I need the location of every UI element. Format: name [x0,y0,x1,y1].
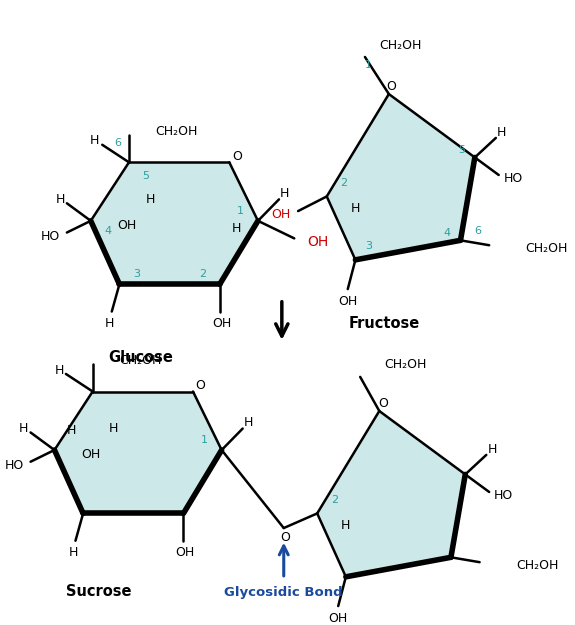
Text: OH: OH [308,235,329,249]
Text: OH: OH [81,448,101,461]
Text: H: H [67,424,76,437]
Text: Sucrose: Sucrose [66,584,132,599]
Text: OH: OH [176,546,195,559]
Text: H: H [341,519,351,532]
Text: HO: HO [494,489,513,502]
Text: H: H [105,317,114,330]
Text: OH: OH [271,208,290,221]
Polygon shape [327,94,475,260]
Text: H: H [351,202,360,214]
Polygon shape [317,411,465,577]
Text: 5: 5 [458,144,465,154]
Text: HO: HO [5,459,24,472]
Text: H: H [69,546,78,559]
Text: O: O [232,150,242,163]
Text: H: H [488,442,497,456]
Text: 1: 1 [365,60,371,70]
Text: 4: 4 [105,226,112,236]
Text: CH₂OH: CH₂OH [526,242,568,254]
Text: H: H [90,134,99,148]
Text: OH: OH [117,219,137,232]
Text: 2: 2 [340,177,347,187]
Text: 6: 6 [114,138,121,148]
Text: CH₂OH: CH₂OH [156,124,198,138]
Text: Fructose: Fructose [348,316,420,331]
Text: 2: 2 [199,269,206,279]
Text: CH₂OH: CH₂OH [384,357,427,371]
Text: H: H [280,187,289,200]
Text: H: H [232,222,242,235]
Text: H: H [55,364,64,376]
Text: 4: 4 [443,228,451,238]
Text: O: O [386,80,396,92]
Text: H: H [244,416,253,429]
Text: 5: 5 [143,171,150,181]
Text: 6: 6 [474,226,481,236]
Text: 3: 3 [365,241,372,251]
Text: O: O [196,379,206,392]
Text: H: H [56,193,65,206]
Text: H: H [145,193,155,206]
Text: CH₂OH: CH₂OH [120,354,162,367]
Text: Glycosidic Bond: Glycosidic Bond [224,586,343,599]
Polygon shape [55,391,221,513]
Text: 2: 2 [331,495,338,505]
Text: HO: HO [504,173,523,186]
Text: OH: OH [338,295,358,308]
Text: H: H [497,126,506,139]
Polygon shape [91,162,258,284]
Text: 1: 1 [237,206,244,216]
Text: OH: OH [328,612,348,625]
Text: CH₂OH: CH₂OH [380,39,421,52]
Text: O: O [281,531,290,544]
Text: H: H [109,422,118,435]
Text: O: O [378,397,388,410]
Text: OH: OH [212,317,231,330]
Text: 1: 1 [201,435,208,445]
Text: HO: HO [41,230,60,243]
Text: Glucose: Glucose [108,350,173,365]
Text: CH₂OH: CH₂OH [516,559,558,572]
Text: 3: 3 [133,269,140,279]
Text: H: H [19,422,29,435]
